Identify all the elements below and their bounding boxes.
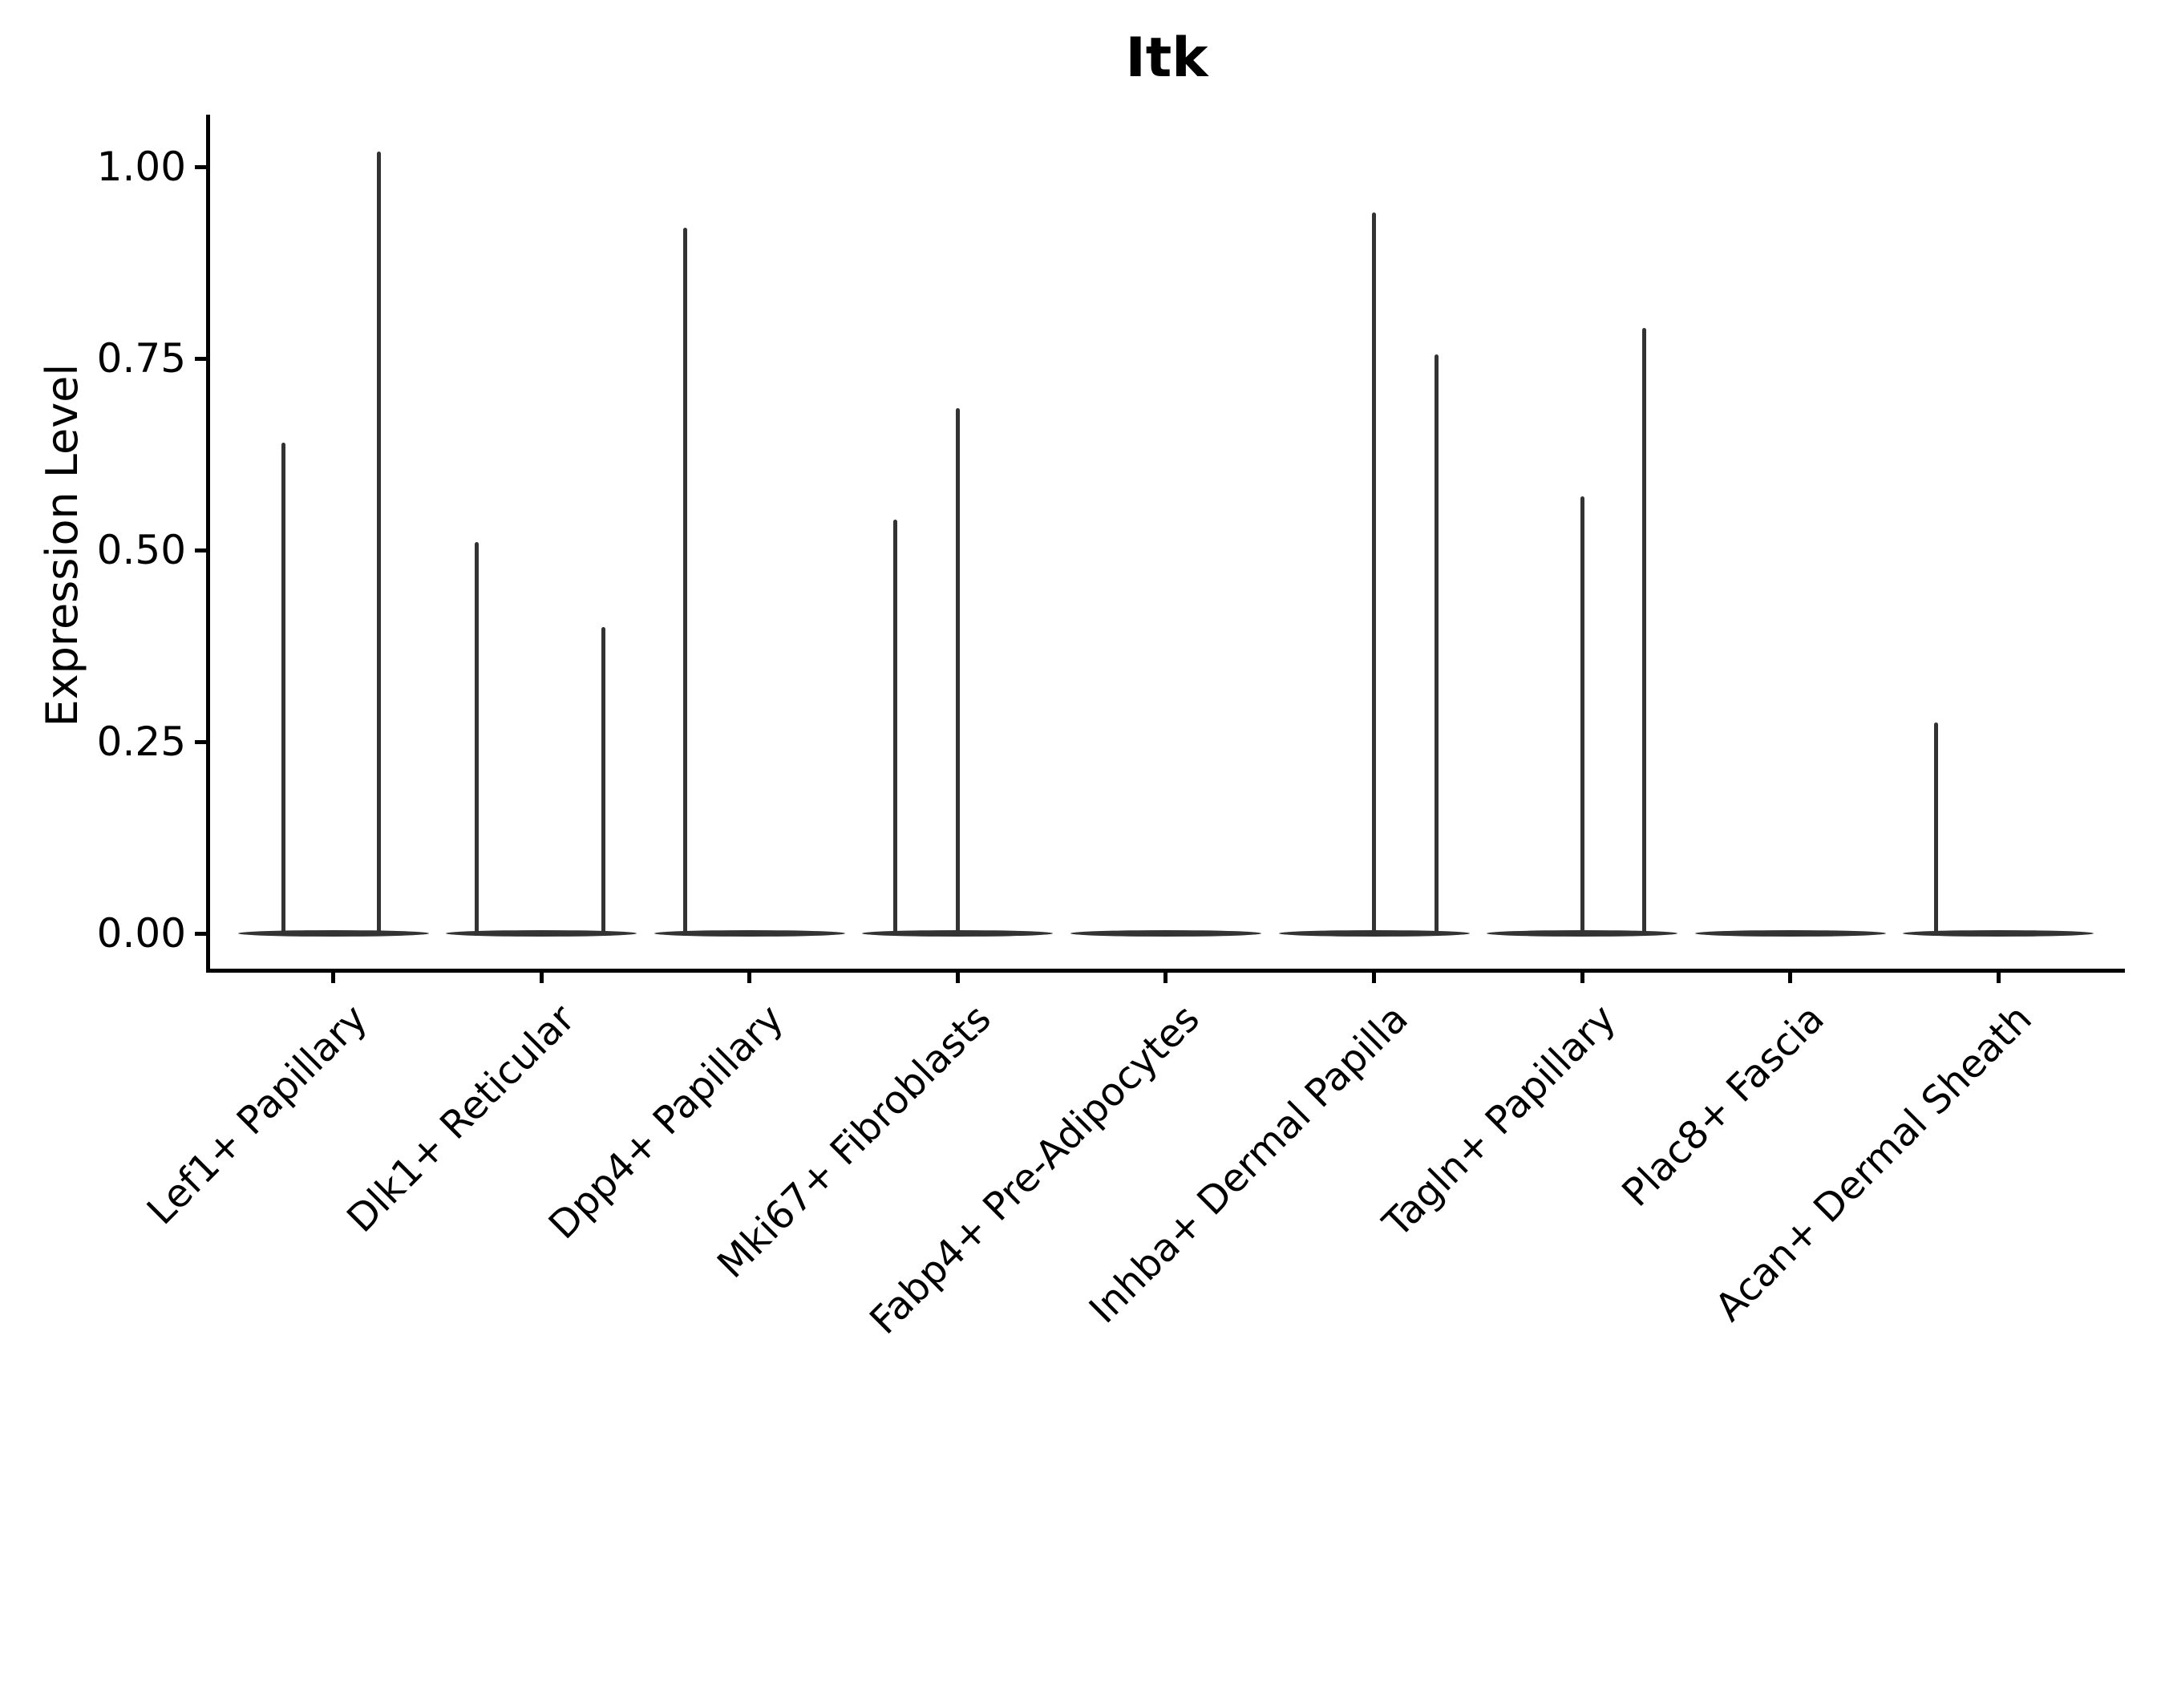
y-axis-spine: [206, 115, 210, 973]
violin-baseline: [237, 930, 429, 937]
x-tick-label: Mki67+ Fibroblasts: [709, 996, 1001, 1288]
violin-spike: [1642, 327, 1647, 936]
y-tick-label: 0.75: [96, 335, 186, 382]
x-tick-mark: [1580, 973, 1584, 983]
x-tick-mark: [1372, 973, 1376, 983]
y-tick-mark: [195, 356, 206, 361]
x-axis-spine: [206, 969, 2125, 973]
x-tick-mark: [1996, 973, 2001, 983]
violin-baseline: [1070, 930, 1261, 937]
y-tick-label: 0.50: [96, 527, 186, 573]
y-tick-mark: [195, 739, 206, 744]
x-tick-label: Tagln+ Papillary: [1374, 996, 1625, 1246]
x-tick-label: Plac8+ Fascia: [1613, 996, 1833, 1216]
x-tick-label: Inhba+ Dermal Papilla: [1080, 996, 1417, 1333]
violin-spike: [601, 626, 606, 936]
y-tick-label: 1.00: [96, 144, 186, 190]
chart-title: Itk: [1125, 26, 1208, 90]
y-tick-mark: [195, 931, 206, 936]
x-tick-mark: [1788, 973, 1793, 983]
violin-spike: [682, 228, 687, 936]
x-tick-mark: [955, 973, 960, 983]
y-tick-label: 0.00: [96, 910, 186, 957]
violin-spike: [377, 151, 382, 936]
violin-spike: [1580, 496, 1584, 936]
x-tick-label: Dpp4+ Papillary: [540, 996, 792, 1249]
violin-plot-figure: Itk Expression Level 0.00 0.25 0.50 0.75 1.0…: [37, 26, 2125, 1343]
y-tick-mark: [195, 548, 206, 552]
x-tick-mark: [747, 973, 752, 983]
violin-spike: [955, 408, 960, 936]
x-tick-mark: [331, 973, 335, 983]
y-tick-label: 0.25: [96, 718, 186, 765]
violin-spike: [1434, 354, 1439, 936]
x-tick-label: Fabp4+ Pre-Adipocytes: [860, 996, 1208, 1343]
x-tick-mark: [539, 973, 544, 983]
violin-spike: [1372, 212, 1376, 936]
x-tick-label: Acan+ Dermal Sheath: [1706, 996, 2042, 1330]
violin-spike: [475, 542, 480, 936]
violin-spike: [1933, 722, 1938, 936]
x-tick-mark: [1163, 973, 1168, 983]
violin-spike: [892, 519, 897, 936]
violin-baseline: [654, 930, 845, 937]
violin-baseline: [1903, 930, 2094, 937]
y-tick-mark: [195, 164, 206, 169]
violin-baseline: [1694, 930, 1886, 937]
violin-baseline: [446, 930, 637, 937]
violin-spike: [281, 443, 285, 936]
